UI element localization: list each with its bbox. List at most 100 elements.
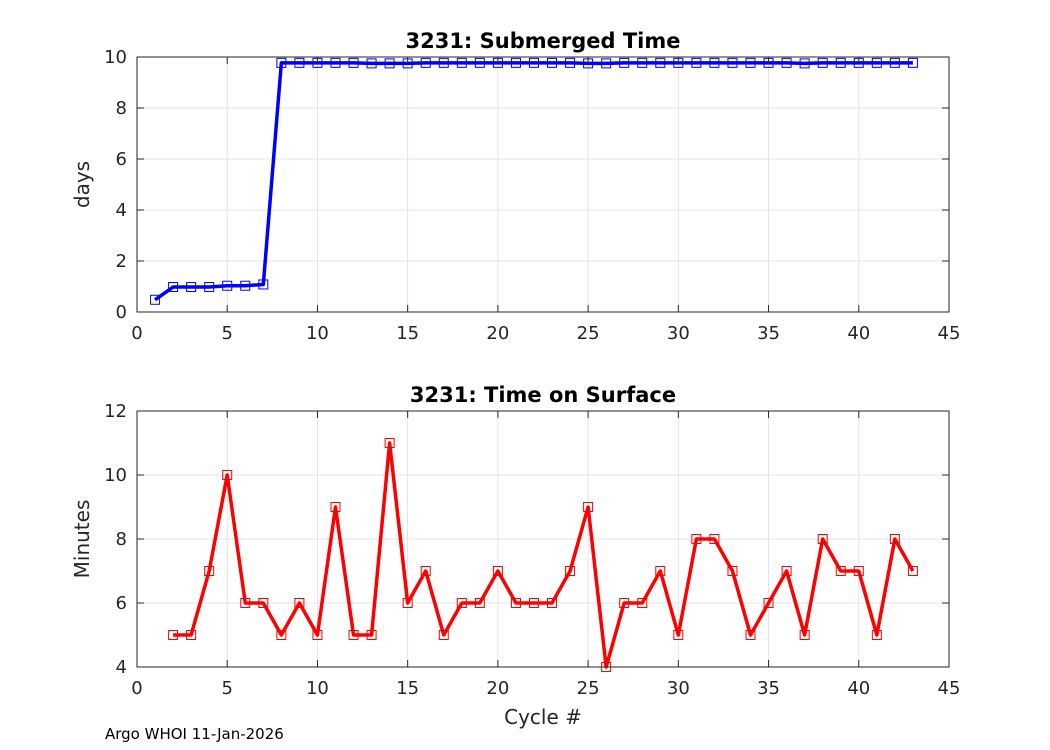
- data-point: [709, 57, 720, 68]
- data-point: [168, 282, 179, 293]
- data-point: [204, 282, 215, 293]
- data-point: [799, 58, 810, 69]
- data-point: [330, 502, 341, 512]
- x-tick-label: 10: [306, 678, 329, 699]
- data-point: [420, 57, 431, 68]
- data-point: [547, 598, 558, 608]
- data-point: [889, 534, 900, 544]
- data-point: [276, 630, 287, 640]
- data-point: [709, 534, 720, 544]
- surface-time-chart: 0 5 10 15 20 25 30 35 40 45 4 6 8 10 12 3231: Time on S…: [70, 383, 960, 729]
- data-point: [366, 58, 377, 69]
- data-point: [583, 502, 594, 512]
- x-tick-label: 25: [577, 678, 600, 699]
- data-point: [817, 57, 828, 68]
- data-point: [186, 282, 197, 293]
- submerged-time-chart: 0 5 10 15 20 25 30 35 40 45 0 2 4 6 8 10 3231: Submerged…: [70, 29, 960, 344]
- y-tick-label: 10: [104, 465, 127, 486]
- x-axis-label: Cycle #: [504, 705, 582, 729]
- x-tick-label: 20: [486, 678, 509, 699]
- y-tick-label: 12: [104, 401, 127, 422]
- data-point: [204, 566, 215, 576]
- data-point: [835, 566, 846, 576]
- data-point: [510, 57, 521, 68]
- plot-area: [137, 57, 949, 312]
- footer-stamp: Argo WHOI 11-Jan-2026: [105, 725, 284, 743]
- data-point: [528, 598, 539, 608]
- data-point: [727, 57, 738, 68]
- data-point: [565, 566, 576, 576]
- data-point: [384, 58, 395, 69]
- data-point: [294, 57, 305, 68]
- data-point: [366, 630, 377, 640]
- data-point: [745, 630, 756, 640]
- data-point: [258, 279, 269, 290]
- data-point: [835, 57, 846, 68]
- x-tick-label: 15: [396, 323, 419, 344]
- data-point: [637, 598, 648, 608]
- data-point: [871, 630, 882, 640]
- data-point: [312, 630, 323, 640]
- y-tick-label: 6: [116, 593, 127, 614]
- data-point: [474, 598, 485, 608]
- data-point: [601, 58, 612, 69]
- y-tick-label: 10: [104, 47, 127, 68]
- y-tick-label: 4: [116, 200, 127, 221]
- data-point: [691, 534, 702, 544]
- data-point: [384, 438, 395, 448]
- data-point: [871, 57, 882, 68]
- data-point: [240, 598, 251, 608]
- data-point: [456, 57, 467, 68]
- data-point: [330, 57, 341, 68]
- x-tick-label: 35: [757, 678, 780, 699]
- data-point: [745, 57, 756, 68]
- data-point: [348, 630, 359, 640]
- data-point: [619, 598, 630, 608]
- y-tick-label: 6: [116, 149, 127, 170]
- x-tick-label: 40: [847, 323, 870, 344]
- data-point: [492, 566, 503, 576]
- data-point: [528, 57, 539, 68]
- y-axis-label: days: [70, 161, 94, 208]
- x-tick-label: 20: [486, 323, 509, 344]
- data-point: [186, 630, 197, 640]
- y-axis-label: Minutes: [70, 500, 94, 579]
- data-point: [438, 630, 449, 640]
- data-point: [907, 57, 918, 68]
- x-tick-label: 40: [847, 678, 870, 699]
- y-tick-label: 0: [116, 302, 127, 323]
- data-point: [294, 598, 305, 608]
- data-point: [691, 57, 702, 68]
- chart-title: 3231: Submerged Time: [405, 29, 680, 53]
- x-tick-label: 30: [667, 678, 690, 699]
- data-point: [907, 566, 918, 576]
- x-tick-label: 45: [938, 678, 961, 699]
- x-tick-label: 15: [396, 678, 419, 699]
- data-point: [438, 57, 449, 68]
- data-point: [547, 57, 558, 68]
- data-point: [817, 534, 828, 544]
- y-tick-label: 4: [116, 657, 127, 678]
- data-point: [655, 566, 666, 576]
- data-point: [474, 57, 485, 68]
- data-point: [799, 630, 810, 640]
- y-tick-label: 8: [116, 529, 127, 550]
- x-tick-label: 5: [221, 678, 232, 699]
- x-tick-label: 0: [131, 323, 142, 344]
- y-tick-label: 2: [116, 251, 127, 272]
- x-tick-label: 5: [221, 323, 232, 344]
- data-point: [565, 57, 576, 68]
- data-point: [637, 57, 648, 68]
- data-point: [619, 57, 630, 68]
- x-tick-label: 30: [667, 323, 690, 344]
- x-tick-label: 35: [757, 323, 780, 344]
- data-point: [348, 57, 359, 68]
- chart-title: 3231: Time on Surface: [410, 383, 676, 407]
- data-point: [853, 566, 864, 576]
- data-point: [150, 294, 161, 305]
- x-tick-label: 45: [938, 323, 961, 344]
- data-point: [727, 566, 738, 576]
- data-point: [781, 566, 792, 576]
- x-tick-label: 0: [131, 678, 142, 699]
